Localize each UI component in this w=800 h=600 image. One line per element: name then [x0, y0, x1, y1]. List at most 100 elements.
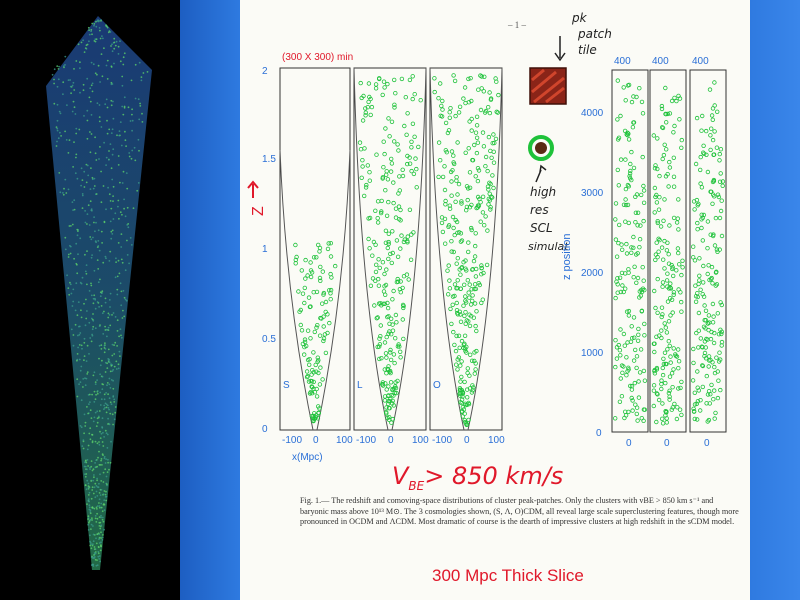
- cluster-point: [307, 362, 312, 367]
- cluster-point: [299, 268, 304, 273]
- slice-particle: [88, 504, 91, 507]
- slice-particle: [79, 67, 81, 70]
- cluster-point: [694, 197, 700, 203]
- cluster-point: [386, 116, 391, 121]
- slice-particle: [69, 281, 71, 284]
- cluster-point: [495, 110, 500, 115]
- slice-particle: [124, 298, 127, 301]
- slice-particle: [122, 170, 125, 173]
- cluster-point: [414, 166, 419, 172]
- cluster-point: [451, 225, 456, 231]
- page-number: – 1 –: [508, 20, 526, 30]
- cluster-point: [635, 210, 641, 215]
- slice-particle: [119, 181, 121, 184]
- slice-particle: [58, 65, 60, 68]
- cluster-point: [458, 363, 463, 368]
- y-tick-label: 1.5: [262, 154, 276, 165]
- slice-particle: [75, 242, 78, 245]
- slice-particle: [90, 133, 93, 135]
- cluster-point: [638, 347, 644, 352]
- cluster-point: [660, 365, 665, 371]
- cluster-point: [488, 204, 493, 210]
- slice-particle: [84, 421, 87, 424]
- slice-particle: [86, 223, 88, 225]
- cluster-point: [472, 301, 478, 306]
- slice-particle: [93, 554, 95, 556]
- cluster-point: [708, 232, 713, 237]
- cluster-point: [473, 274, 479, 279]
- slice-particle: [122, 56, 125, 59]
- cluster-point: [706, 313, 712, 318]
- slice-particle: [111, 370, 114, 372]
- cluster-point: [446, 292, 451, 297]
- slice-particle: [64, 178, 67, 181]
- x-tick-label: 0: [464, 435, 470, 446]
- cluster-point: [474, 309, 479, 314]
- slice-particle: [107, 461, 109, 464]
- slice-particle: [100, 502, 103, 505]
- cluster-point: [626, 131, 631, 136]
- cluster-point: [462, 313, 467, 319]
- slice-particle: [76, 314, 79, 317]
- slice-particle: [97, 552, 100, 555]
- slice-particle: [88, 33, 91, 36]
- slice-particle: [88, 500, 90, 503]
- cluster-point: [631, 245, 636, 250]
- cluster-point: [634, 252, 639, 257]
- slice-particle: [70, 92, 72, 95]
- slice-particle: [88, 508, 91, 511]
- cluster-point: [300, 291, 306, 296]
- slice-particle: [99, 81, 101, 83]
- slice-particle: [91, 506, 94, 508]
- slice-particle: [116, 293, 119, 296]
- cluster-point: [629, 250, 634, 255]
- slice-particle: [111, 178, 114, 181]
- cluster-point: [412, 91, 417, 97]
- slice-particle: [105, 403, 108, 406]
- cluster-point: [363, 110, 368, 115]
- slice-particle: [58, 172, 61, 174]
- cluster-point: [387, 369, 392, 375]
- cluster-point: [452, 342, 457, 348]
- cluster-point: [398, 246, 403, 251]
- cluster-point: [712, 416, 717, 421]
- cluster-point: [710, 179, 716, 185]
- slice-particle: [86, 344, 89, 347]
- cluster-point: [457, 104, 463, 109]
- slice-particle: [99, 549, 102, 552]
- slice-particle: [99, 437, 102, 439]
- slice-particle: [78, 128, 81, 131]
- cone-edge-left: [353, 67, 389, 431]
- slice-particle: [87, 523, 90, 526]
- pk-patch-annotation: pk patch tile: [529, 11, 612, 105]
- slice-particle: [117, 242, 120, 244]
- cluster-point: [714, 247, 720, 252]
- cone-panel-frame: [353, 67, 427, 431]
- cluster-point: [401, 305, 406, 311]
- slice-particle: [102, 503, 105, 506]
- cluster-point: [488, 207, 493, 212]
- slice-particle: [139, 105, 142, 107]
- cluster-point: [410, 74, 415, 79]
- cluster-point: [321, 338, 326, 344]
- cluster-point: [637, 244, 642, 250]
- cone-edge-right: [391, 67, 427, 431]
- cluster-point: [664, 120, 669, 125]
- slice-particle: [89, 236, 92, 238]
- slice-particle: [102, 481, 105, 483]
- slice-particle: [105, 490, 107, 493]
- cluster-point: [395, 254, 401, 259]
- cluster-point: [309, 270, 315, 275]
- cluster-point: [691, 346, 696, 352]
- cluster-point: [304, 343, 309, 349]
- cluster-point: [613, 364, 618, 370]
- cluster-point: [622, 128, 628, 134]
- cluster-point: [623, 286, 628, 291]
- slice-particle: [83, 337, 86, 340]
- slice-particle: [86, 137, 89, 140]
- cluster-point: [317, 406, 322, 411]
- cluster-point: [403, 94, 408, 100]
- slice-particle: [133, 146, 136, 149]
- cluster-point: [466, 417, 471, 423]
- cluster-point: [712, 80, 717, 85]
